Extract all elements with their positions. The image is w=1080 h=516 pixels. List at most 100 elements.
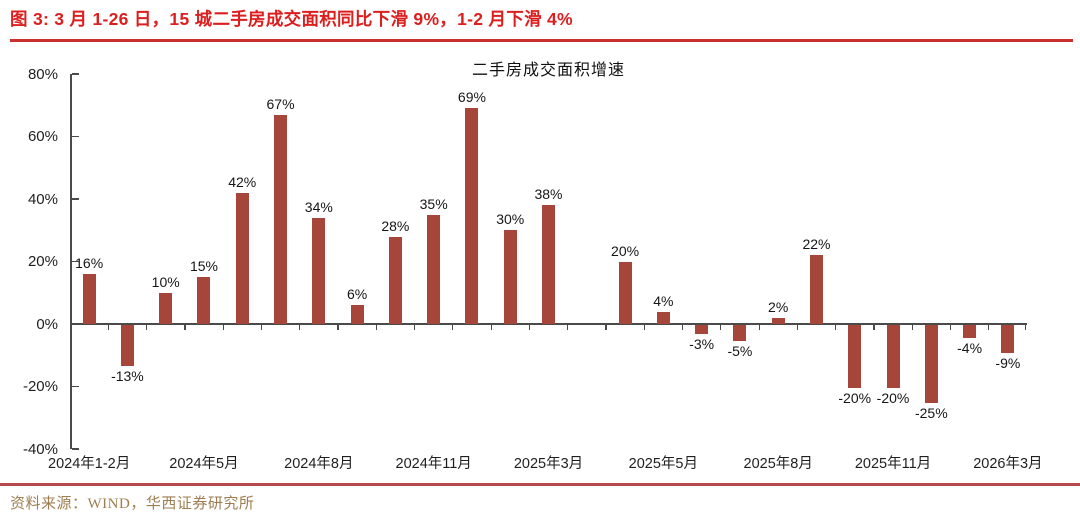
bar-value-label: 67%	[266, 95, 295, 112]
x-axis-tick	[643, 325, 645, 330]
bar-value-label: -5%	[727, 342, 753, 359]
x-axis-tick	[605, 325, 607, 330]
chart-plot: 80% 60% 40% 20% 0% -20% -40% 16% -13% 10% 15% 42% 67…	[23, 66, 1043, 494]
bar-value-label: 34%	[304, 198, 333, 215]
bar	[809, 255, 823, 324]
x-axis-tick	[681, 325, 684, 330]
y-axis-tick	[72, 385, 79, 388]
bar	[924, 325, 938, 404]
x-axis-label: 2024年8月	[284, 456, 354, 472]
bar-value-label: 30%	[496, 211, 525, 228]
x-axis-label: 2024年1-2月	[48, 456, 131, 472]
y-axis-tick	[72, 198, 79, 200]
bar-value-label: 42%	[228, 173, 257, 190]
x-axis-tick	[911, 325, 913, 330]
bar	[503, 230, 517, 324]
y-axis-line	[70, 74, 72, 449]
x-axis-tick	[1025, 325, 1027, 330]
x-axis-label: 2025年5月	[628, 456, 698, 472]
bar-value-label: -20%	[876, 389, 910, 406]
x-axis-tick	[260, 325, 263, 330]
bar-value-label: 15%	[189, 258, 218, 275]
x-axis-tick	[222, 325, 224, 330]
bar	[274, 114, 288, 324]
bar-value-label: -9%	[995, 355, 1021, 372]
bar	[82, 274, 96, 324]
bar	[963, 325, 977, 338]
bar	[771, 317, 785, 324]
y-axis-label: -40%	[22, 440, 58, 458]
bar	[465, 108, 479, 324]
bar	[120, 325, 134, 366]
bar	[159, 292, 173, 324]
bar-value-label: 16%	[75, 255, 104, 271]
bar	[695, 325, 709, 335]
bar-value-label: 10%	[151, 273, 180, 290]
y-axis-label: 60%	[27, 128, 58, 145]
bar-value-label: -3%	[689, 336, 715, 353]
chart-title: 二手房成交面积增速	[471, 62, 625, 79]
y-axis-tick	[72, 323, 79, 325]
bar	[312, 217, 326, 324]
bar-value-label: -13%	[111, 367, 144, 384]
bar	[886, 325, 900, 388]
x-axis-tick	[490, 325, 492, 330]
x-axis-tick	[452, 325, 454, 330]
x-axis-label: 2025年3月	[513, 456, 584, 472]
x-axis-tick	[414, 325, 416, 330]
x-axis-label: 2024年11月	[395, 456, 472, 472]
x-axis-tick	[949, 325, 952, 330]
x-axis-label: 2025年8月	[743, 456, 813, 472]
bar-value-label: 20%	[611, 242, 640, 259]
bar	[656, 311, 670, 324]
title-rule	[10, 39, 1073, 42]
bar	[542, 205, 555, 324]
bar-value-label: 22%	[802, 236, 831, 253]
bar-value-label: -20%	[838, 389, 872, 406]
y-axis-tick	[72, 260, 79, 263]
x-axis-tick	[873, 325, 875, 330]
x-axis-label: 2026年3月	[973, 456, 1043, 472]
bar	[197, 277, 211, 324]
y-axis-label: 20%	[27, 253, 58, 270]
x-axis-label: 2025年11月	[854, 456, 932, 472]
x-axis-tick	[758, 325, 760, 330]
bar-value-label: 28%	[381, 217, 410, 234]
bar	[618, 261, 632, 324]
x-axis-tick	[567, 325, 569, 330]
y-axis-tick	[72, 135, 79, 138]
bar-value-label: 4%	[653, 292, 674, 309]
x-axis-tick	[107, 325, 109, 330]
source-text: 资料来源：WIND，华西证券研究所	[10, 496, 255, 512]
figure-title: 图 3: 3 月 1-26 日，15 城二手房成交面积同比下滑 9%，1-2 月…	[10, 9, 573, 29]
x-axis-tick	[528, 325, 531, 330]
x-axis-tick	[146, 325, 148, 330]
y-axis-label: 0%	[36, 315, 58, 333]
x-axis-tick	[375, 325, 377, 330]
bar	[235, 192, 249, 324]
x-axis-tick	[835, 325, 837, 330]
y-axis-tick	[72, 73, 79, 75]
x-axis-tick	[796, 325, 798, 330]
bar	[848, 325, 862, 388]
bar	[427, 214, 441, 324]
y-axis-label: 40%	[27, 190, 58, 208]
bar-value-label: 69%	[457, 89, 486, 106]
bar-value-label: 6%	[346, 286, 368, 303]
bar-value-label: -25%	[914, 405, 948, 422]
x-axis-tick	[337, 325, 339, 330]
y-axis-label: 80%	[27, 65, 58, 83]
y-axis-tick	[72, 448, 79, 450]
y-axis-label: -20%	[22, 378, 58, 395]
x-axis-tick	[988, 325, 990, 330]
bar-value-label: -4%	[957, 339, 983, 356]
bar-value-label: 2%	[768, 298, 789, 315]
bar	[350, 305, 364, 324]
x-axis-tick	[299, 325, 301, 330]
bar-value-label: 38%	[534, 186, 563, 203]
bar-value-label: 35%	[419, 195, 448, 212]
bar	[733, 325, 747, 341]
x-axis-line	[70, 323, 1027, 325]
x-axis-tick	[720, 325, 722, 330]
